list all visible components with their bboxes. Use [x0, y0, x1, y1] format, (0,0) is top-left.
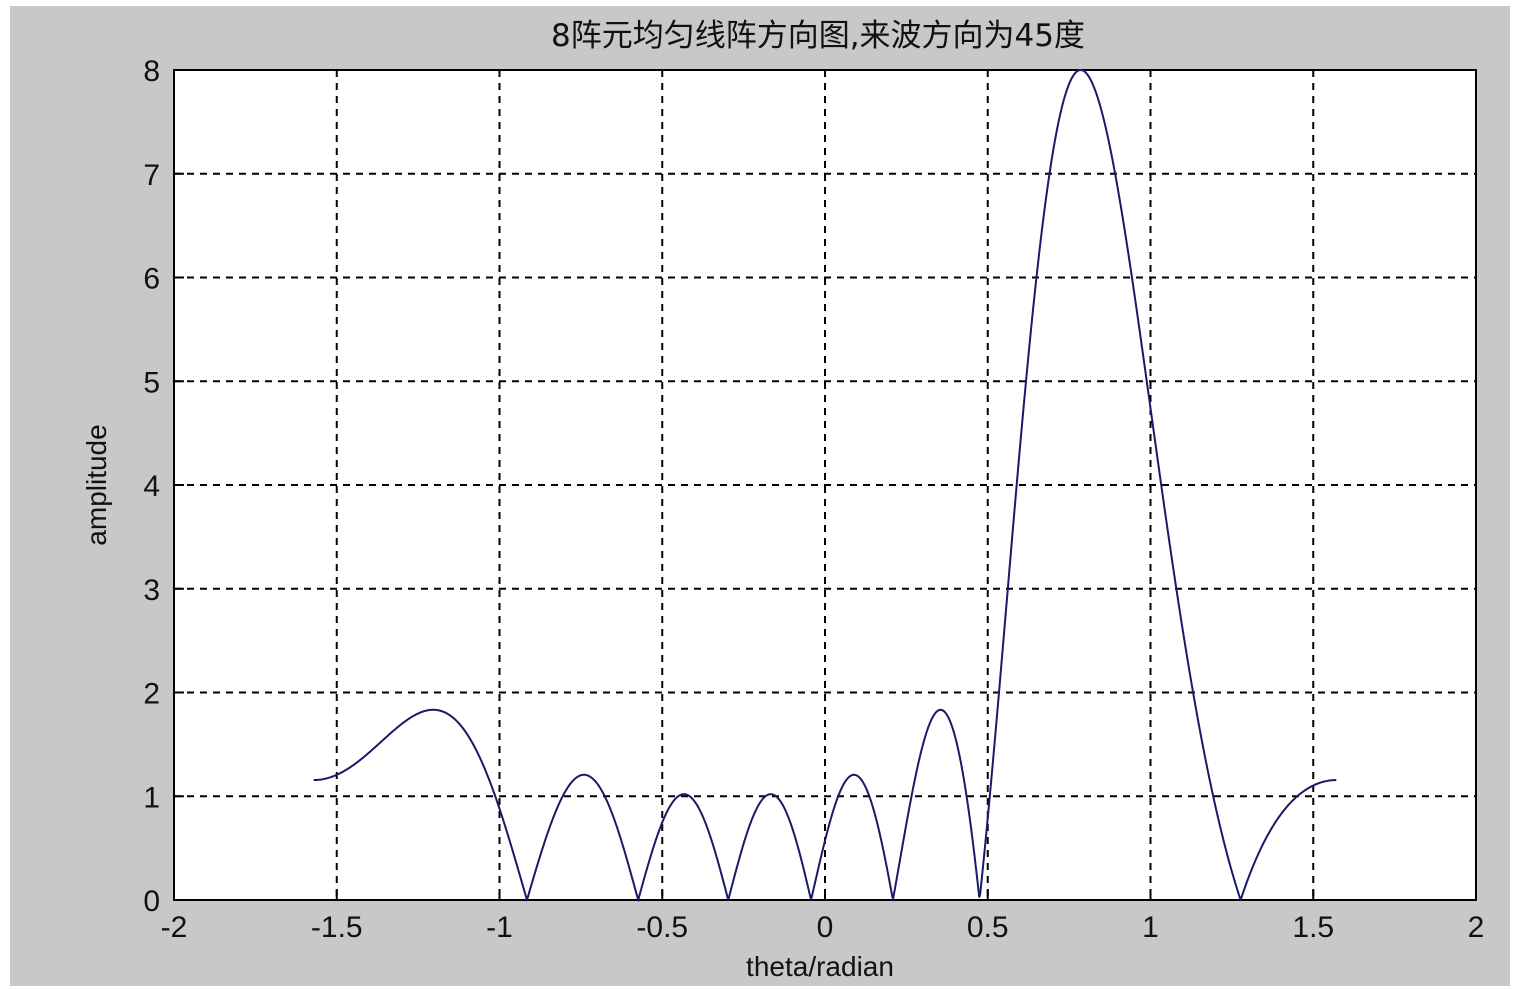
- y-tick-label: 1: [143, 781, 160, 814]
- x-tick-label: -1.5: [311, 911, 363, 944]
- x-tick-label: 1: [1142, 911, 1159, 944]
- y-tick-label: 8: [143, 55, 160, 88]
- y-tick-label: 2: [143, 678, 160, 711]
- x-tick-label: -2: [161, 911, 188, 944]
- x-tick-label: -1: [486, 911, 513, 944]
- y-tick-label: 6: [143, 263, 160, 296]
- y-tick-label: 0: [143, 885, 160, 918]
- x-tick-label: 0: [817, 911, 834, 944]
- chart-title: 8阵元均匀线阵方向图,来波方向为45度: [551, 18, 1085, 54]
- x-axis-title: theta/radian: [746, 951, 894, 982]
- series-line-array-pattern: [313, 68, 1337, 903]
- x-tick-label: 1.5: [1292, 911, 1334, 944]
- y-tick-label: 3: [143, 574, 160, 607]
- y-tick-label: 5: [143, 366, 160, 399]
- y-tick-label: 7: [143, 159, 160, 192]
- x-tick-label: -0.5: [636, 911, 688, 944]
- y-tick-label: 4: [143, 470, 160, 503]
- x-tick-label: 2: [1468, 911, 1485, 944]
- grid-lines: [174, 70, 1476, 900]
- x-tick-label: 0.5: [967, 911, 1009, 944]
- axis-ticks: -2 -1.5 -1 -0.5 0 0.5 1 1.5 2 0 1 2 3 4 5 6 7 8: [143, 55, 1484, 944]
- y-axis-title: amplitude: [81, 424, 112, 545]
